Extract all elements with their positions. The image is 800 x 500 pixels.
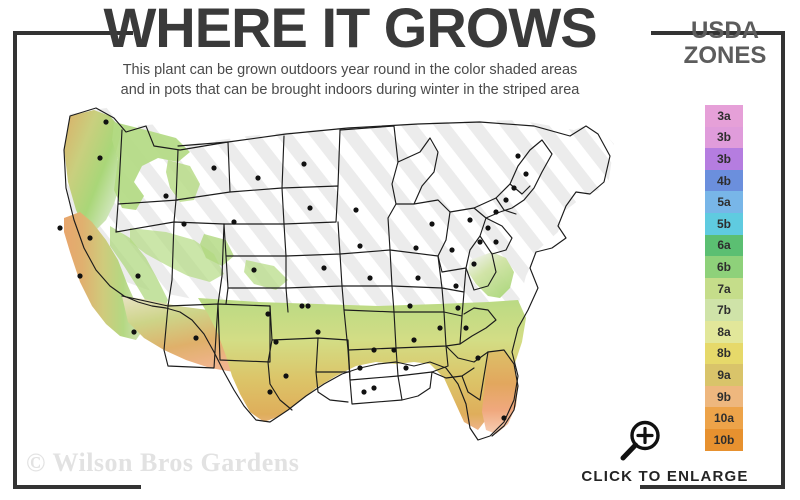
zone-swatch-3b-2: 3b (705, 148, 743, 170)
zone-swatch-6a-6: 6a (705, 234, 743, 257)
state-outlines (63, 107, 611, 441)
frame-top-left (13, 31, 133, 35)
sierra-green-band (110, 226, 168, 314)
pnw-green-inland (112, 122, 190, 210)
zone-swatch-10a-14: 10a (705, 407, 743, 429)
idaho-green-patch (166, 160, 200, 202)
florida-color-band (482, 350, 518, 434)
zone-swatch-7b-9: 7b (705, 299, 743, 321)
colorado-green-patch (244, 260, 288, 290)
usda-zone-legend: 3a 3b 3b 4b 5a 5b 6a 6b 7a 7b 8a 8b 9a 9b 10a 10b (705, 105, 743, 451)
zone-swatch-8a-10: 8a (705, 320, 743, 343)
southern-plains-color-band (198, 298, 526, 430)
zone-swatch-10b-15: 10b (705, 428, 743, 451)
legend-title-zones: ZONES (683, 42, 767, 69)
zone-swatch-9a-12: 9a (705, 364, 743, 386)
pnw-color-band (64, 110, 122, 230)
frame-left (13, 31, 17, 489)
legend-title-usda: USDA (690, 17, 759, 44)
zone-swatch-3b-1: 3b (705, 126, 743, 149)
zone-swatch-5a-4: 5a (705, 191, 743, 213)
mid-atlantic-green (468, 252, 514, 298)
subtitle: This plant can be grown outdoors year ro… (30, 60, 670, 100)
watermark: © Wilson Bros Gardens (26, 448, 300, 477)
page-title: WHERE IT GROWS (103, 0, 597, 59)
frame-bottom-left (13, 485, 141, 489)
frame-right (781, 31, 785, 489)
magnifier-plus-icon[interactable] (618, 418, 664, 464)
click-to-enlarge-label[interactable]: CLICK TO ENLARGE (581, 468, 749, 485)
legend-title: USDA ZONES (663, 18, 787, 68)
zone-swatch-5b-5: 5b (705, 212, 743, 235)
zone-swatch-4b-3: 4b (705, 169, 743, 192)
zone-swatch-9b-13: 9b (705, 385, 743, 408)
zone-swatch-7a-8: 7a (705, 277, 743, 300)
city-dots (57, 119, 529, 421)
zone-swatch-6b-7: 6b (705, 256, 743, 278)
frame-top-right (651, 31, 785, 35)
subtitle-line-2: and in pots that can be brought indoors … (120, 82, 580, 98)
zone-swatch-8b-11: 8b (705, 342, 743, 365)
usda-hardiness-map[interactable] (18, 100, 658, 475)
subtitle-line-1: This plant can be grown outdoors year ro… (122, 62, 578, 78)
frame-bottom-right (640, 485, 785, 489)
great-basin-green (130, 228, 224, 282)
zone-swatch-3a-0: 3a (705, 105, 743, 127)
